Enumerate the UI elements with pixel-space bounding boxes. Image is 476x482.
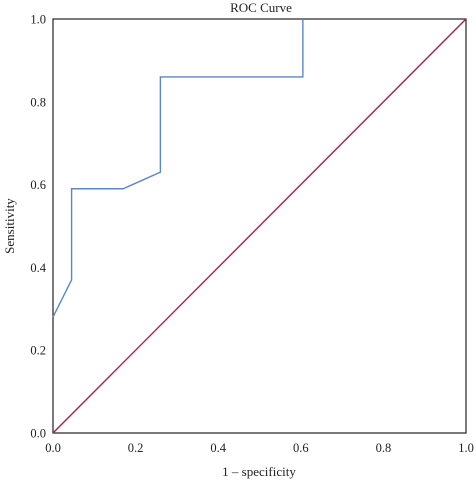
x-tick-label: 0.6	[293, 441, 309, 455]
x-tick-label: 0.0	[45, 441, 61, 455]
reference-diagonal-line	[52, 18, 467, 434]
plot-frame	[52, 18, 467, 434]
chart-title: ROC Curve	[230, 0, 292, 15]
roc-curve-line	[52, 19, 304, 318]
x-tick-label: 0.2	[128, 441, 144, 455]
y-tick-label: 0.2	[30, 344, 46, 358]
y-tick-label: 0.6	[30, 178, 46, 192]
y-tick-label: 0.8	[30, 95, 46, 109]
y-tick-label: 0.4	[30, 261, 46, 275]
x-tick-label: 0.4	[210, 441, 226, 455]
x-tick-label: 0.8	[376, 441, 392, 455]
y-tick-label: 1.0	[30, 13, 46, 27]
x-axis-label: 1 – specificity	[222, 464, 296, 479]
y-tick-label: 0.0	[30, 427, 46, 441]
x-tick-label: 1.0	[458, 441, 474, 455]
y-axis-label: Sensitivity	[2, 198, 17, 254]
